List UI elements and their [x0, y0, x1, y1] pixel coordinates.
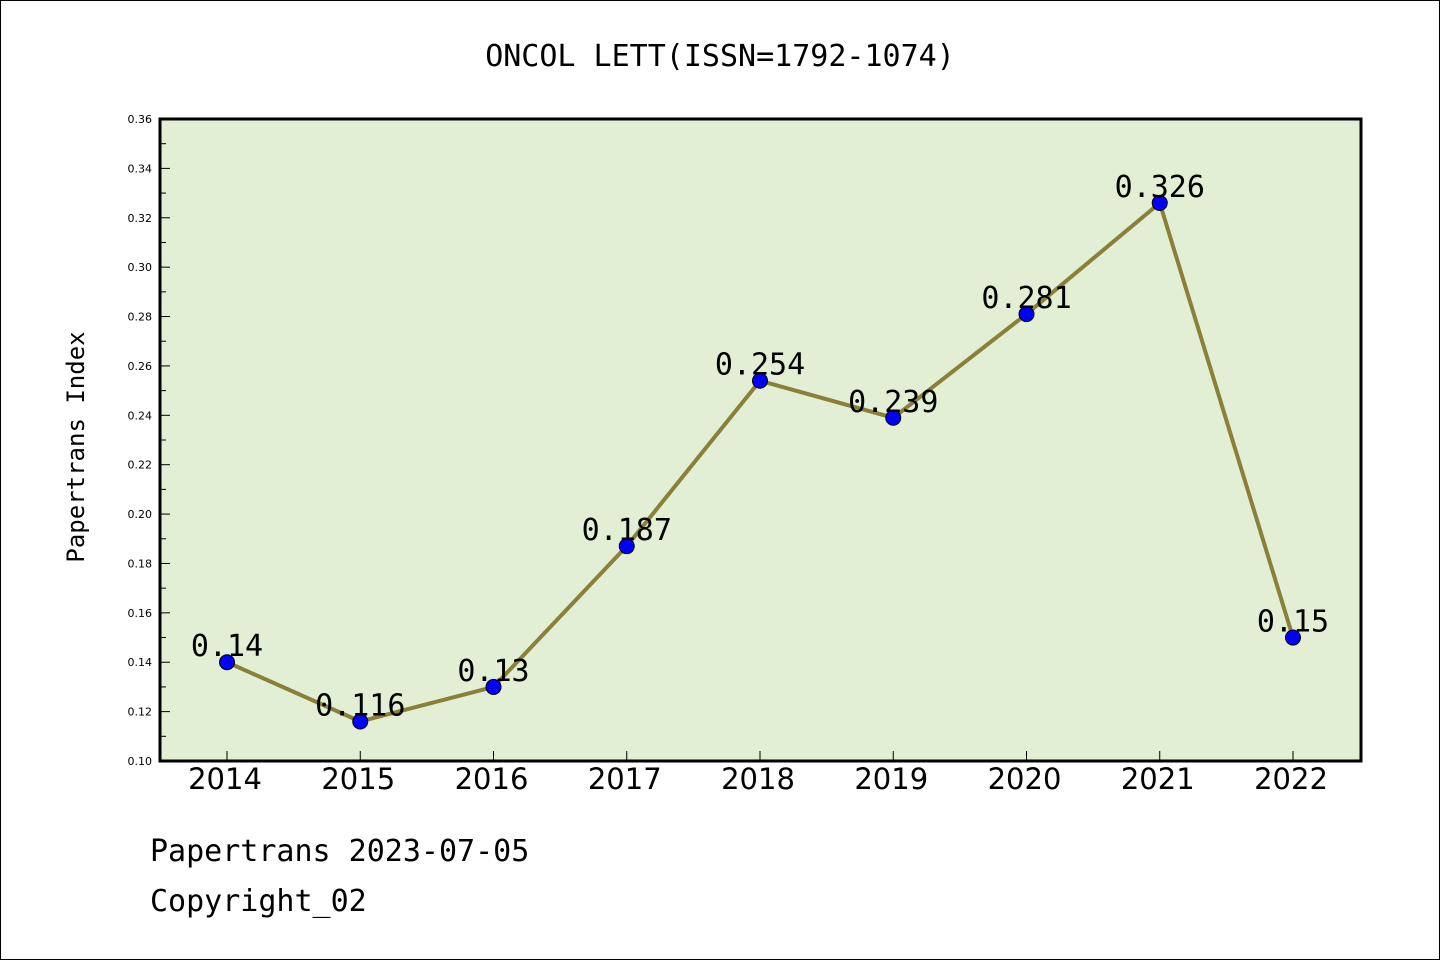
data-label: 0.187 [582, 513, 672, 548]
x-axis: 2014 2015 2016 2017 2018 2019 2020 2021 2022 [188, 751, 1328, 796]
x-tick-label: 2014 [188, 762, 262, 796]
y-axis: 0.10 0.12 0.14 0.16 0.18 0.20 0.22 0.24 0.26 0.28… [128, 113, 170, 768]
x-tick-label: 2017 [588, 762, 662, 796]
data-label: 0.239 [848, 385, 938, 420]
plot-area [158, 117, 1363, 763]
x-tick-label: 2022 [1254, 762, 1328, 796]
y-tick-label: 0.30 [128, 261, 153, 274]
y-tick-label: 0.10 [128, 755, 153, 768]
y-tick-label: 0.14 [128, 656, 153, 669]
x-tick-label: 2021 [1121, 762, 1195, 796]
y-tick-label: 0.20 [128, 508, 153, 521]
data-label: 0.116 [315, 688, 405, 723]
y-tick-label: 0.16 [128, 607, 153, 620]
x-tick-label: 2019 [854, 762, 928, 796]
data-point [1151, 194, 1168, 211]
x-tick-label: 2015 [321, 762, 395, 796]
series-markers [219, 194, 1301, 730]
data-point [352, 713, 369, 730]
y-tick-label: 0.12 [128, 706, 153, 719]
x-tick-label: 2020 [988, 762, 1062, 796]
data-point [1285, 629, 1301, 646]
data-label: 0.13 [457, 654, 529, 689]
y-tick-label: 0.22 [128, 459, 153, 472]
y-tick-label: 0.26 [128, 360, 153, 373]
data-label: 0.326 [1115, 170, 1205, 205]
data-point [485, 678, 502, 695]
data-label: 0.15 [1257, 605, 1329, 640]
data-point [618, 538, 635, 555]
y-tick-label: 0.32 [128, 212, 153, 225]
data-point [1018, 306, 1035, 323]
y-tick-label: 0.28 [128, 311, 153, 324]
footer-copyright: Copyright_02 [150, 884, 367, 919]
data-label: 0.254 [715, 348, 805, 383]
y-tick-label: 0.24 [128, 409, 153, 422]
data-point [752, 372, 768, 389]
footer-source: Papertrans 2023-07-05 [150, 834, 530, 869]
y-tick-label: 0.34 [128, 162, 153, 175]
chart-title: ONCOL LETT(ISSN=1792-1074) [485, 39, 955, 74]
x-tick-label: 2016 [455, 762, 529, 796]
y-tick-label: 0.18 [128, 557, 153, 570]
data-point [885, 409, 902, 426]
x-tick-label: 2018 [721, 762, 795, 796]
data-label: 0.281 [981, 281, 1071, 316]
y-axis-label: Papertrans Index [62, 331, 90, 562]
data-label: 0.14 [191, 629, 263, 664]
data-point [219, 654, 235, 671]
y-tick-label: 0.36 [128, 113, 153, 126]
data-labels: 0.14 0.116 0.13 0.187 0.254 0.239 0.281 0.326 0.… [191, 170, 1329, 724]
